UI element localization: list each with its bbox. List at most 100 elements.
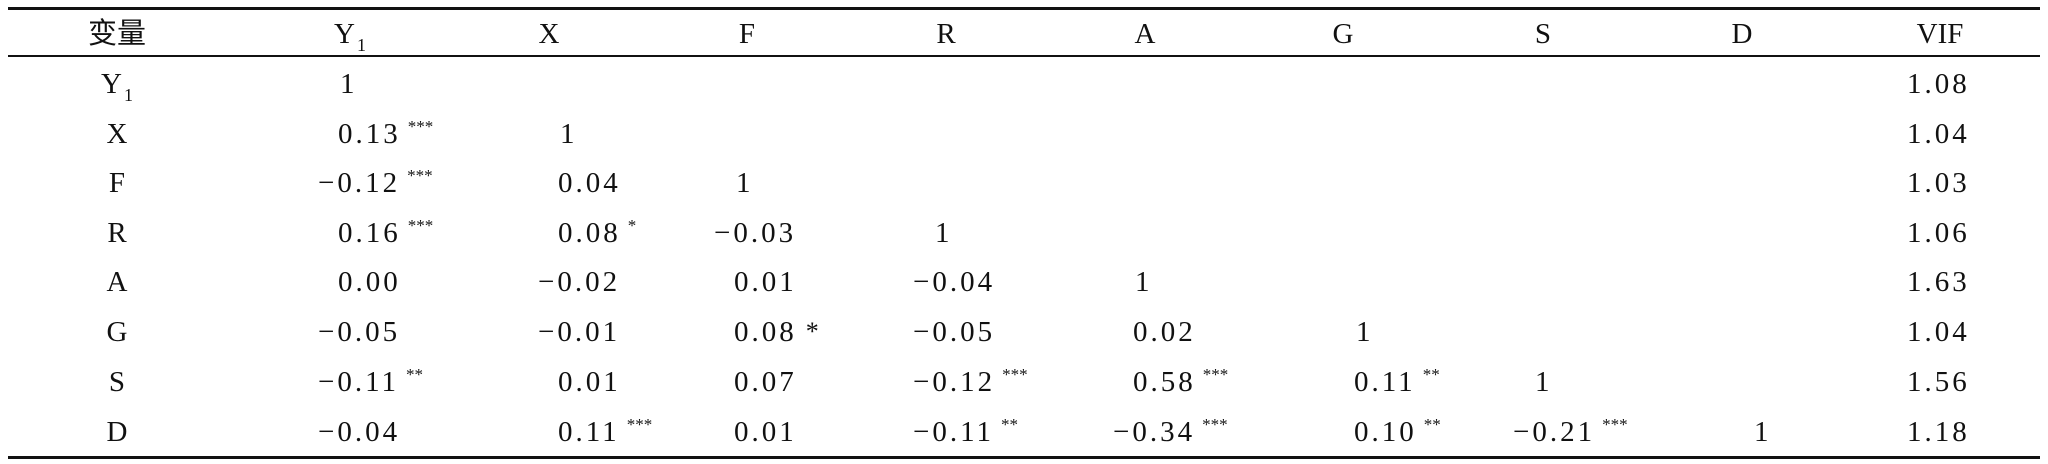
significance-stars: **: [1001, 415, 1019, 434]
table-cell: −0.11 **: [913, 412, 1018, 452]
column-header: X: [539, 14, 560, 54]
cell-value: 1: [340, 68, 358, 100]
column-header-label: Y: [334, 18, 355, 50]
significance-stars: ***: [407, 166, 433, 185]
cell-value: −0.34: [1113, 416, 1196, 448]
table-cell: 1: [935, 213, 953, 253]
table-cell: −0.03: [714, 213, 796, 253]
significance-stars: ***: [1202, 365, 1229, 384]
vif-value-text: 1.06: [1907, 217, 1970, 249]
vif-value-text: 1.56: [1907, 366, 1970, 398]
cell-value: −0.01: [538, 316, 621, 348]
row-label-text: Y: [101, 68, 122, 100]
table-cell: −0.12 ***: [913, 362, 1028, 402]
table-header-rule: [8, 55, 2040, 57]
vif-value: 1.06: [1907, 213, 1970, 253]
significance-stars: ***: [1202, 415, 1228, 434]
cell-value: 0.01: [558, 366, 621, 398]
table-cell: 0.04: [558, 163, 621, 203]
significance-stars: **: [1422, 365, 1440, 384]
column-header: F: [739, 14, 755, 54]
cell-value: 1: [935, 217, 953, 249]
cell-value: 1: [1535, 366, 1553, 398]
cell-value: −0.21: [1513, 416, 1596, 448]
column-header-label: F: [738, 18, 756, 50]
cell-value: −0.05: [913, 316, 996, 348]
table-cell: 0.13 ***: [338, 114, 433, 154]
vif-value-text: 1.03: [1907, 167, 1970, 199]
vif-value-text: 1.04: [1907, 118, 1970, 150]
table-cell: 0.58 ***: [1133, 362, 1228, 402]
column-header-label: X: [538, 18, 560, 50]
column-header-label: R: [936, 18, 956, 50]
cell-value: 0.08: [558, 217, 621, 249]
table-cell: 0.00: [338, 262, 401, 302]
significance-stars: ***: [1002, 365, 1028, 384]
column-header-label: A: [1134, 18, 1156, 50]
row-label: R: [107, 213, 126, 253]
cell-value: 0.00: [338, 266, 401, 298]
column-header-label: VIF: [1916, 18, 1964, 50]
column-header: R: [936, 14, 955, 54]
table-cell: −0.04: [318, 412, 400, 452]
table-cell: 0.11 ***: [558, 412, 652, 452]
vif-value-text: 1.08: [1907, 68, 1970, 100]
row-label: D: [107, 412, 128, 452]
column-header: S: [1535, 14, 1551, 54]
significance-stars: *: [627, 216, 637, 235]
cell-value: 0.02: [1133, 316, 1196, 348]
table-cell: 1: [1356, 312, 1374, 352]
table-cell: 1: [340, 64, 358, 104]
vif-value: 1.18: [1907, 412, 1970, 452]
vif-value: 1.63: [1907, 262, 1970, 302]
vif-value-text: 1.04: [1907, 316, 1970, 348]
table-cell: 1: [1535, 362, 1553, 402]
cell-value: 1: [1356, 316, 1374, 348]
table-cell: −0.21 ***: [1513, 412, 1628, 452]
cell-value: −0.03: [714, 217, 797, 249]
row-label-text: G: [106, 316, 128, 348]
column-header: D: [1732, 14, 1753, 54]
cell-value: 0.08: [734, 316, 797, 348]
table-cell: −0.34 ***: [1113, 412, 1228, 452]
row-label-text: X: [106, 118, 128, 150]
significance-stars: ***: [626, 415, 653, 434]
column-header: VIF: [1917, 14, 1964, 54]
cell-value: 0.16: [338, 217, 401, 249]
cell-value: −0.12: [913, 366, 996, 398]
table-cell: −0.12 ***: [318, 163, 433, 203]
cell-value: 0.07: [734, 366, 797, 398]
vif-value: 1.56: [1907, 362, 1970, 402]
column-header-label: D: [1731, 18, 1753, 50]
significance-stars: **: [1423, 415, 1441, 434]
vif-value: 1.03: [1907, 163, 1970, 203]
cell-value: −0.04: [913, 266, 996, 298]
row-label-text: R: [107, 217, 127, 249]
cell-value: 0.01: [734, 416, 797, 448]
table-cell: 1: [1754, 412, 1772, 452]
column-header: G: [1333, 14, 1354, 54]
subscript: 1: [123, 85, 133, 105]
table-cell: 1: [560, 114, 578, 154]
cell-value: 1: [736, 167, 754, 199]
table-cell: −0.02: [538, 262, 620, 302]
column-header-label: 变量: [87, 18, 147, 50]
row-label-text: A: [106, 266, 128, 298]
significance-stars: ***: [1602, 415, 1628, 434]
cell-value: −0.12: [318, 167, 401, 199]
column-header-label: G: [1332, 18, 1354, 50]
cell-value: 0.11: [1354, 366, 1416, 398]
vif-value-text: 1.63: [1907, 266, 1970, 298]
table-cell: 0.10 **: [1354, 412, 1441, 452]
cell-value: −0.04: [318, 416, 401, 448]
significance-stars: **: [406, 365, 424, 384]
subscript: 1: [356, 35, 366, 55]
cell-value: −0.11: [318, 366, 400, 398]
cell-value: 0.58: [1133, 366, 1196, 398]
table-cell: 0.11 **: [1354, 362, 1440, 402]
row-label-text: S: [108, 366, 126, 398]
table-cell: −0.01: [538, 312, 620, 352]
table-top-rule: [8, 7, 2040, 10]
table-cell: 0.01: [558, 362, 621, 402]
